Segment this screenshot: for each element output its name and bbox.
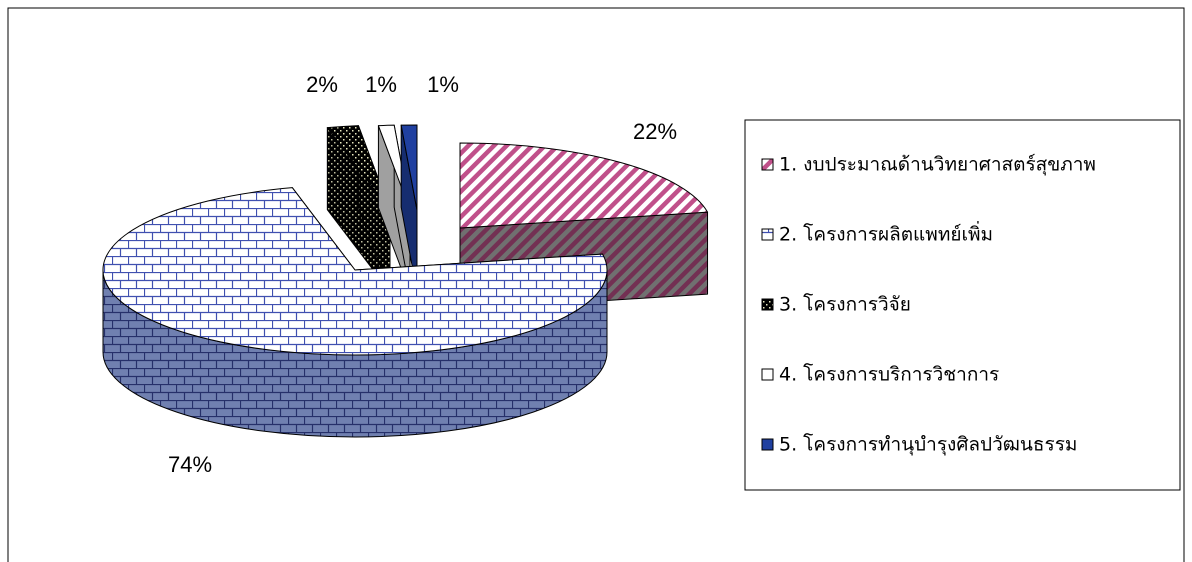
slice — [102, 187, 608, 356]
data-label: 1% — [365, 72, 397, 97]
data-label: 1% — [427, 72, 459, 97]
legend-marker — [761, 228, 774, 241]
legend-label: 4. โครงการบริการวิชาการ — [779, 363, 999, 386]
legend-marker — [761, 368, 774, 381]
legend-marker — [761, 298, 774, 311]
legend-marker — [761, 438, 774, 451]
legend-label: 5. โครงการทำนุบำรุงศิลปวัฒนธรรม — [779, 433, 1077, 457]
legend-label: 3. โครงการวิจัย — [779, 293, 911, 316]
data-label: 22% — [633, 119, 677, 144]
legend-label: 2. โครงการผลิตแพทย์เพิ่ม — [779, 221, 993, 246]
data-label: 74% — [168, 452, 212, 477]
slice — [400, 124, 418, 211]
slice — [459, 142, 709, 229]
legend-box — [744, 119, 1181, 491]
legend-marker — [761, 158, 774, 171]
data-label: 2% — [306, 72, 338, 97]
legend-label: 1. งบประมาณด้านวิทยาศาสตร์สุขภาพ — [779, 154, 1096, 177]
slice — [326, 125, 391, 211]
plot-frame — [7, 7, 1185, 562]
